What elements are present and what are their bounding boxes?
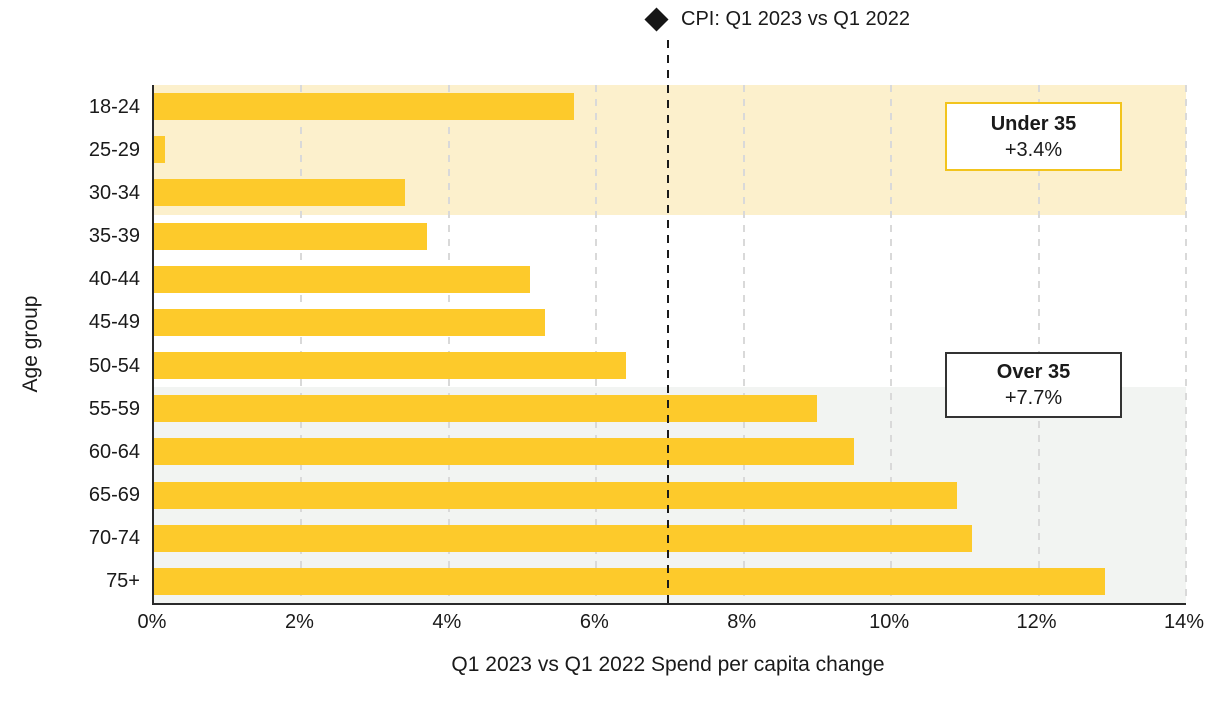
- y-tick-label: 70-74: [88, 527, 140, 550]
- gridline-4: [447, 85, 450, 603]
- y-tick-label: 50-54: [88, 354, 140, 377]
- cpi-legend-label: CPI: Q1 2023 vs Q1 2022: [681, 8, 911, 30]
- x-tick-label: 12%: [1016, 611, 1057, 633]
- x-tick-label: 4%: [432, 611, 462, 633]
- annotation-under-35-value: +3.4%: [1004, 138, 1063, 161]
- gridline-2: [300, 85, 303, 603]
- x-tick-label: 6%: [579, 611, 609, 633]
- bar-60-64: [154, 438, 855, 466]
- y-tick-label: 18-24: [88, 95, 140, 118]
- plot-area: [152, 85, 1187, 605]
- annotation-over-35-value: +7.7%: [1004, 387, 1063, 409]
- cpi-legend: CPI: Q1 2023 vs Q1 2022: [644, 7, 911, 32]
- bar-25-29: [154, 136, 166, 164]
- bar-18-24: [154, 93, 575, 121]
- y-tick-label: 25-29: [88, 138, 140, 161]
- y-tick-label: 40-44: [88, 268, 140, 291]
- diamond-marker-icon: [644, 7, 669, 32]
- y-tick-label: 65-69: [88, 484, 140, 507]
- bar-30-34: [154, 179, 405, 207]
- cpi-reference-line: [667, 40, 669, 603]
- annotation-over-35: Over 35 +7.7%: [945, 352, 1122, 418]
- y-tick-label: 60-64: [88, 440, 140, 463]
- bar-40-44: [154, 265, 530, 293]
- bar-45-49: [154, 308, 545, 336]
- x-tick-label: 14%: [1163, 611, 1205, 633]
- gridline-10: [890, 85, 893, 603]
- y-tick-label: 35-39: [88, 225, 140, 248]
- gridline-12: [1037, 85, 1040, 603]
- x-tick-label: 8%: [727, 611, 757, 633]
- x-tick-label: 10%: [869, 611, 910, 633]
- annotation-under-35: Under 35 +3.4%: [945, 102, 1122, 171]
- y-tick-label: 30-34: [88, 181, 140, 204]
- annotation-under-35-title: Under 35: [990, 112, 1077, 135]
- y-tick-label: 75+: [106, 570, 140, 593]
- x-tick-label: 2%: [284, 611, 314, 633]
- x-axis-title: Q1 2023 vs Q1 2022 Spend per capita chan…: [451, 653, 885, 676]
- bar-55-59: [154, 395, 818, 423]
- annotation-over-35-title: Over 35: [996, 361, 1071, 383]
- bar-35-39: [154, 222, 427, 250]
- bar-75-: [154, 567, 1105, 595]
- gridline-6: [595, 85, 598, 603]
- x-tick-label: 0%: [137, 611, 167, 633]
- gridline-8: [742, 85, 745, 603]
- y-tick-label: 45-49: [88, 311, 140, 334]
- y-tick-label: 55-59: [88, 397, 140, 420]
- gridline-14: [1185, 85, 1187, 603]
- bar-70-74: [154, 524, 973, 552]
- bar-65-69: [154, 481, 958, 509]
- bar-50-54: [154, 352, 626, 380]
